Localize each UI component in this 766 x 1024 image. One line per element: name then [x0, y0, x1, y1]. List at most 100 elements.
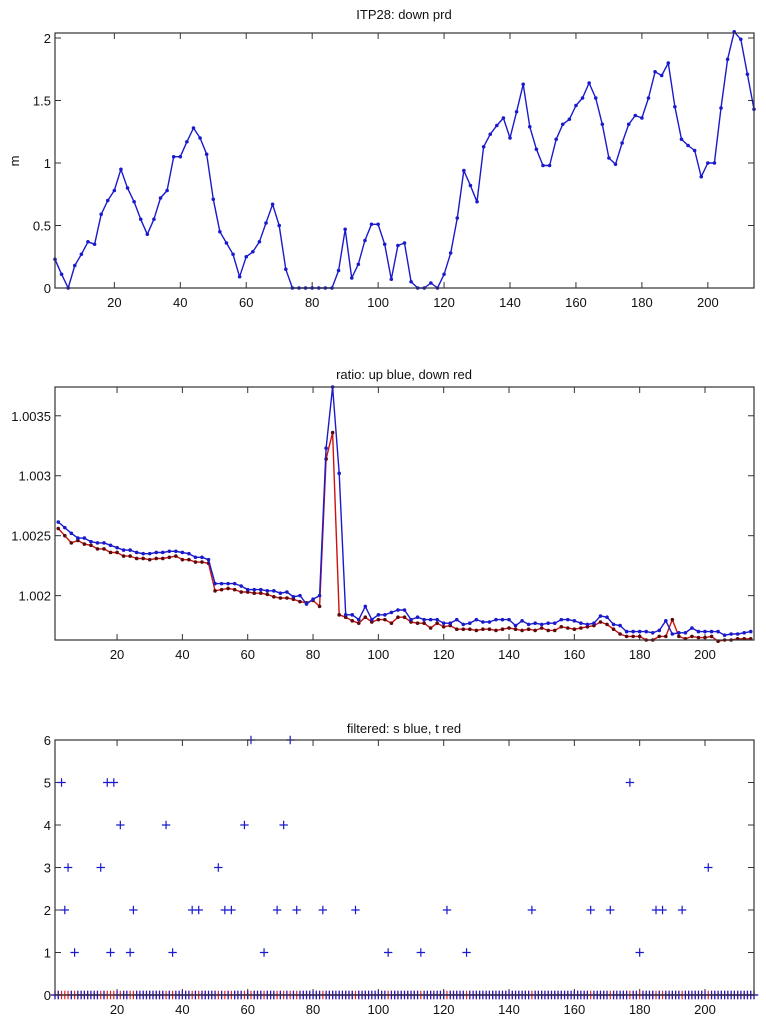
data-point [552, 628, 557, 633]
data-point [115, 550, 119, 555]
data-point [99, 212, 103, 217]
data-point [673, 104, 677, 109]
data-point [415, 615, 420, 620]
data-point [128, 548, 132, 552]
data-point-plus [129, 905, 138, 915]
data-point [703, 635, 707, 640]
y-tick-label: 4 [44, 818, 51, 833]
data-point-plus [279, 820, 288, 830]
data-point [703, 629, 707, 634]
data-point-plus [272, 905, 282, 915]
data-point [402, 615, 407, 620]
data-point [167, 555, 172, 560]
y-tick-label: 0.5 [33, 219, 51, 234]
data-point [572, 619, 577, 623]
data-point [185, 139, 189, 144]
data-point [95, 547, 100, 551]
data-point [607, 156, 611, 160]
data-point [125, 186, 130, 190]
data-point [593, 96, 598, 100]
data-point [690, 634, 694, 639]
data-point [670, 632, 675, 636]
data-point [683, 631, 688, 635]
data-point [198, 136, 202, 140]
data-point [664, 634, 668, 639]
data-point [546, 621, 551, 626]
data-point [462, 168, 466, 173]
data-point [376, 222, 380, 227]
data-point [725, 57, 730, 62]
data-point [132, 199, 136, 204]
data-point [699, 174, 704, 179]
data-point [611, 622, 616, 627]
data-point [187, 551, 191, 556]
data-point [527, 124, 532, 129]
axes-frame [54, 386, 755, 641]
data-point [252, 591, 257, 596]
chart-title: ratio: up blue, down red [336, 367, 472, 382]
chart-title: filtered: s blue, t red [347, 721, 461, 736]
data-point-plus [625, 778, 635, 787]
data-point [370, 617, 374, 622]
data-point [383, 613, 387, 617]
data-point [611, 627, 616, 632]
data-point [138, 217, 143, 222]
data-point [251, 249, 255, 254]
data-point [59, 272, 64, 277]
data-point [574, 103, 578, 108]
data-point [677, 631, 681, 635]
y-tick-label: 0 [44, 281, 51, 296]
data-point [193, 560, 198, 564]
data-point [245, 587, 250, 592]
data-point [174, 554, 178, 558]
data-point [317, 604, 322, 609]
data-point-plus [96, 863, 105, 872]
data-point [167, 549, 172, 554]
x-tick-label: 160 [563, 1002, 585, 1017]
data-point [487, 620, 492, 624]
data-point [402, 608, 407, 612]
data-point [62, 533, 67, 538]
data-point [514, 109, 519, 114]
y-tick-label: 2 [44, 903, 51, 918]
data-point [76, 536, 80, 540]
data-point [330, 430, 335, 435]
data-point [468, 183, 473, 188]
data-point [191, 126, 196, 130]
data-point [383, 617, 387, 622]
data-point-plus [116, 820, 125, 830]
data-point [441, 625, 446, 629]
data-point [180, 550, 185, 555]
data-point [745, 72, 750, 77]
data-point [200, 560, 204, 564]
data-point [598, 614, 603, 618]
data-point [646, 96, 651, 100]
data-point [454, 617, 459, 622]
data-point [620, 141, 624, 145]
data-point [666, 61, 671, 65]
data-point [102, 541, 106, 545]
data-point [686, 143, 690, 148]
data-point [494, 617, 498, 622]
data-point [232, 581, 237, 586]
data-point [554, 137, 558, 142]
data-point [600, 122, 605, 127]
data-point [141, 556, 145, 561]
data-point [180, 557, 185, 562]
y-tick-label: 1 [44, 946, 51, 961]
data-point-plus [161, 820, 171, 830]
data-point [219, 581, 224, 586]
data-point [580, 96, 585, 100]
data-point [526, 622, 531, 627]
data-point [454, 627, 459, 632]
data-point [422, 621, 426, 626]
data-point [304, 602, 309, 606]
data-point [415, 621, 420, 626]
data-point [637, 634, 642, 639]
data-point [539, 622, 544, 627]
axes-frame [54, 739, 755, 996]
data-point-plus [125, 948, 135, 957]
data-point [56, 520, 61, 524]
data-point [79, 252, 84, 257]
data-point [474, 617, 479, 622]
